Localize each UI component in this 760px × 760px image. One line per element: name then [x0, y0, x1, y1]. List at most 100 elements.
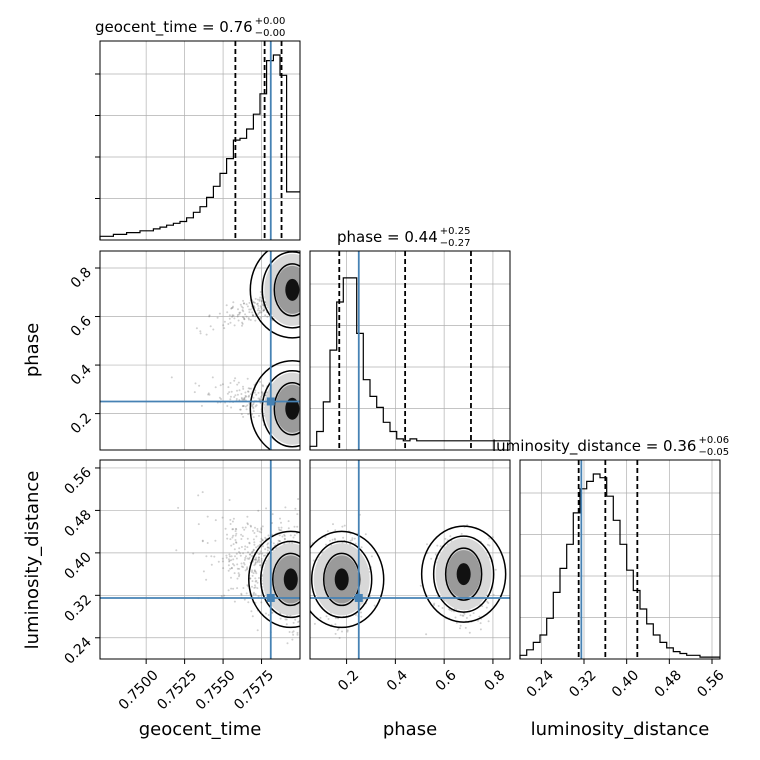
sample-point [253, 558, 255, 561]
sample-point [230, 566, 233, 569]
contour-inner [272, 552, 300, 607]
sample-point [283, 534, 286, 537]
sample-point [246, 522, 249, 525]
sample-point [439, 545, 442, 548]
sample-point [267, 546, 269, 549]
sample-point [251, 313, 254, 316]
title-sub: −0.00 [255, 28, 286, 39]
hist-bin [667, 648, 674, 659]
x-axis-label-phase: phase [383, 719, 437, 740]
sample-point [230, 406, 233, 409]
sample-point [252, 593, 255, 596]
sample-point [225, 554, 228, 557]
sample-point [229, 321, 232, 324]
sample-point [260, 300, 263, 302]
sample-point [255, 572, 258, 575]
sample-point [255, 535, 258, 538]
sample-point [449, 535, 452, 538]
sample-point [488, 537, 490, 540]
sample-point [469, 614, 472, 617]
sample-point [232, 563, 234, 565]
sample-point [218, 396, 221, 399]
sample-point [207, 392, 210, 395]
sample-point [260, 395, 263, 398]
sample-point [460, 532, 463, 535]
hist-bin [330, 350, 337, 450]
sample-point [246, 557, 249, 560]
sample-point [229, 538, 232, 541]
sample-point [258, 298, 261, 301]
sample-point [244, 545, 247, 548]
sample-point [259, 564, 262, 567]
sample-point [354, 542, 357, 545]
sample-point [468, 631, 471, 634]
hist-bin [477, 441, 484, 450]
sample-point [263, 308, 266, 311]
sample-point [257, 595, 260, 598]
sample-point [260, 311, 263, 314]
sample-point [229, 567, 232, 570]
sample-point [208, 315, 211, 318]
truth-marker [266, 397, 275, 406]
sample-point [221, 560, 224, 563]
sample-point [238, 573, 241, 576]
sample-point [258, 561, 261, 563]
sample-point [251, 551, 253, 554]
sample-point [238, 313, 241, 316]
sample-point [241, 321, 244, 324]
sample-point [234, 527, 237, 530]
sample-point [247, 387, 250, 390]
sample-point [280, 521, 282, 524]
hist-bin [350, 278, 357, 450]
sample-point [349, 539, 352, 542]
sample-point [264, 536, 267, 539]
sample-point [245, 408, 248, 411]
sample-point [430, 557, 433, 560]
hist-bin [253, 114, 260, 240]
sample-point [250, 387, 253, 390]
sample-point [244, 394, 247, 397]
hist-bin [167, 225, 174, 240]
sample-point [228, 553, 231, 556]
sample-point [260, 391, 263, 393]
sample-point [433, 604, 435, 606]
sample-point [252, 572, 255, 575]
hist-bin [323, 402, 330, 450]
sample-point [268, 547, 271, 549]
hist-bin [567, 544, 574, 659]
sample-point [240, 592, 243, 595]
sample-point [333, 537, 336, 540]
y-tick-label: 0.56 [61, 464, 94, 497]
sample-point [258, 311, 261, 314]
sample-point [240, 533, 243, 536]
sample-point [206, 542, 209, 544]
sample-point [373, 604, 376, 607]
sample-point [221, 516, 224, 519]
y-axis-label-phase: phase [22, 323, 43, 377]
sample-point [248, 301, 251, 304]
panel-geocent-time-vs-phase-grid [100, 251, 300, 450]
hist-luminosity-distance-step [519, 473, 720, 659]
hist-bin [547, 618, 554, 659]
sample-point [256, 581, 259, 584]
sample-point [247, 390, 249, 393]
sample-point [325, 615, 328, 618]
sample-point [199, 330, 202, 333]
sample-point [242, 405, 245, 408]
hist-bin [457, 441, 464, 450]
sample-point [285, 618, 288, 621]
sample-point [221, 383, 224, 386]
sample-point [220, 595, 223, 598]
sample-point [279, 540, 281, 543]
sample-point [242, 398, 245, 401]
sample-point [205, 555, 208, 558]
hist-bin [640, 609, 647, 659]
hist-bin [317, 432, 324, 451]
hist-bin [443, 441, 450, 450]
sample-point [488, 544, 491, 547]
sample-point [214, 386, 217, 389]
sample-point [234, 394, 237, 397]
sample-point [239, 303, 242, 306]
sample-point [206, 515, 209, 518]
